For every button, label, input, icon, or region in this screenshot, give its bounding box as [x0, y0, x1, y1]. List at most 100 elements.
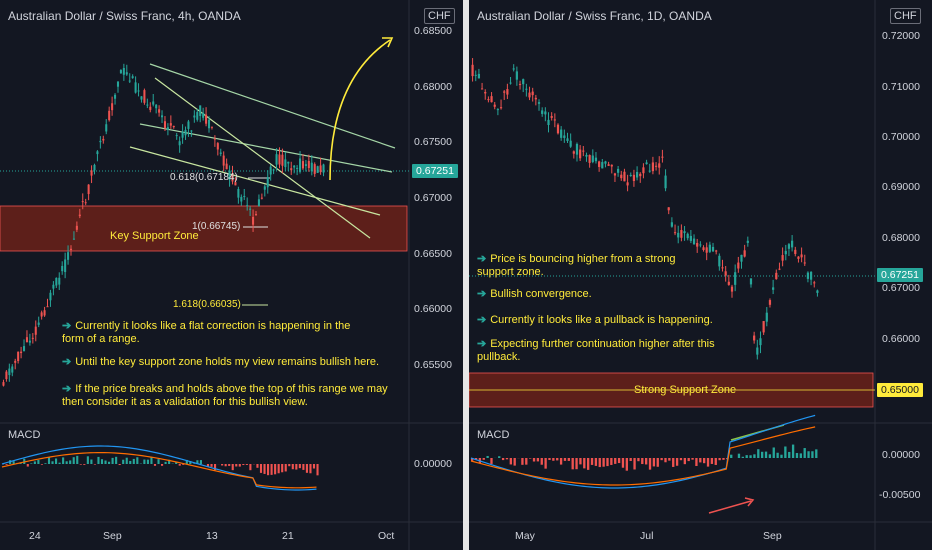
currency-button[interactable]: CHF — [424, 8, 455, 24]
macd-histogram-bar — [652, 458, 656, 467]
macd-histogram-bar — [722, 458, 725, 460]
macd-histogram-bar — [199, 460, 202, 464]
candle-body — [64, 259, 67, 273]
macd-histogram-bar — [668, 458, 671, 461]
candle-body — [119, 70, 122, 74]
macd-histogram-bar — [637, 458, 640, 462]
macd-histogram-bar — [718, 458, 721, 461]
candle-body — [67, 252, 70, 260]
macd-histogram-bar — [30, 463, 33, 464]
candle-body — [166, 127, 169, 130]
macd-histogram-bar — [136, 457, 139, 464]
candle-body — [806, 272, 810, 279]
candle-body — [635, 171, 639, 178]
candle-body — [474, 74, 477, 76]
macd-histogram-bar — [44, 463, 47, 464]
candle-body — [246, 205, 249, 207]
strong-support-zone-label: Strong Support Zone — [634, 384, 737, 396]
candle-body — [281, 154, 284, 166]
currency-button[interactable]: CHF — [890, 8, 921, 24]
candle-body — [78, 214, 81, 217]
fib-label-618: 0.618(0.67184) — [170, 172, 238, 183]
candle-body — [20, 351, 23, 354]
macd-histogram-bar — [679, 458, 683, 461]
macd-histogram-bar — [745, 455, 748, 458]
candle-body — [528, 92, 531, 98]
candle-body — [560, 129, 563, 138]
chart-1d-canvas[interactable] — [469, 0, 932, 550]
candle-body — [727, 281, 730, 285]
candle-body — [787, 244, 791, 249]
candle-body — [152, 101, 155, 105]
candle-body — [216, 143, 219, 150]
candle-body — [639, 173, 642, 177]
candle-body — [490, 96, 493, 103]
candle-body — [99, 140, 102, 143]
candle-body — [122, 67, 125, 75]
support-price-tag: 0.65000 — [877, 383, 923, 397]
candle-body — [207, 119, 211, 129]
candle-body — [146, 104, 149, 106]
candle-body — [692, 238, 696, 245]
candle-body — [46, 306, 49, 308]
channel-mid-line — [139, 123, 393, 173]
macd-histogram-bar — [691, 458, 694, 460]
analysis-note: ➔ Bullish convergence. — [477, 288, 592, 300]
macd-histogram-bar — [76, 455, 79, 464]
candle-body — [96, 151, 99, 155]
chart-4h-canvas[interactable] — [0, 0, 463, 550]
macd-histogram-bar — [645, 458, 648, 465]
candle-body — [310, 162, 313, 172]
macd-histogram-bar — [274, 464, 277, 475]
macd-histogram-bar — [625, 458, 628, 471]
macd-histogram-bar — [563, 458, 567, 461]
panel-divider — [463, 0, 469, 550]
macd-histogram-bar — [629, 458, 632, 461]
macd-histogram-bar — [164, 461, 167, 464]
macd-histogram-bar — [772, 447, 775, 458]
macd-line — [470, 414, 816, 489]
candle-body — [301, 161, 305, 169]
macd-histogram-bar — [224, 464, 227, 467]
price-divergence-line — [708, 500, 752, 514]
macd-histogram-bar — [182, 464, 185, 465]
macd-histogram-bar — [129, 460, 132, 464]
candle-body — [213, 138, 216, 140]
candle-body — [718, 255, 721, 267]
channel-low-line — [129, 146, 381, 216]
candle-body — [52, 284, 55, 289]
candle-body — [134, 82, 137, 93]
candle-body — [202, 112, 205, 118]
candle-body — [196, 112, 199, 120]
price-axis-label: 0.66000 — [882, 333, 920, 345]
chart-4h[interactable]: Australian Dollar / Swiss Franc, 4h, OAN… — [0, 0, 463, 550]
candle-body — [184, 129, 187, 136]
candle-body — [252, 216, 255, 225]
macd-histogram-bar — [249, 464, 252, 471]
candle-body — [31, 337, 34, 339]
candle-body — [544, 111, 547, 115]
candle-body — [689, 235, 692, 241]
macd-histogram-bar — [675, 458, 679, 466]
candle-body — [8, 368, 11, 376]
macd-histogram-bar — [263, 464, 266, 474]
analysis-note: ➔ Price is bouncing higher from a strong … — [477, 253, 676, 278]
macd-histogram-bar — [795, 453, 799, 458]
projection-arrowhead — [382, 37, 394, 48]
candle-body — [254, 214, 258, 216]
macd-histogram-bar — [196, 460, 199, 464]
candle-body — [784, 250, 787, 255]
candle-body — [651, 162, 655, 172]
candle-body — [683, 231, 686, 234]
macd-histogram-bar — [214, 464, 217, 471]
macd-histogram-bar — [302, 464, 305, 470]
macd-histogram-bar — [594, 458, 598, 466]
macd-histogram-bar — [115, 456, 118, 464]
chart-1d[interactable]: Australian Dollar / Swiss Franc, 1D, OAN… — [469, 0, 932, 550]
candle-body — [670, 222, 673, 227]
candle-body — [205, 114, 208, 124]
candle-body — [607, 164, 610, 166]
candle-body — [93, 164, 96, 171]
candle-body — [299, 158, 302, 172]
candle-body — [11, 366, 14, 373]
